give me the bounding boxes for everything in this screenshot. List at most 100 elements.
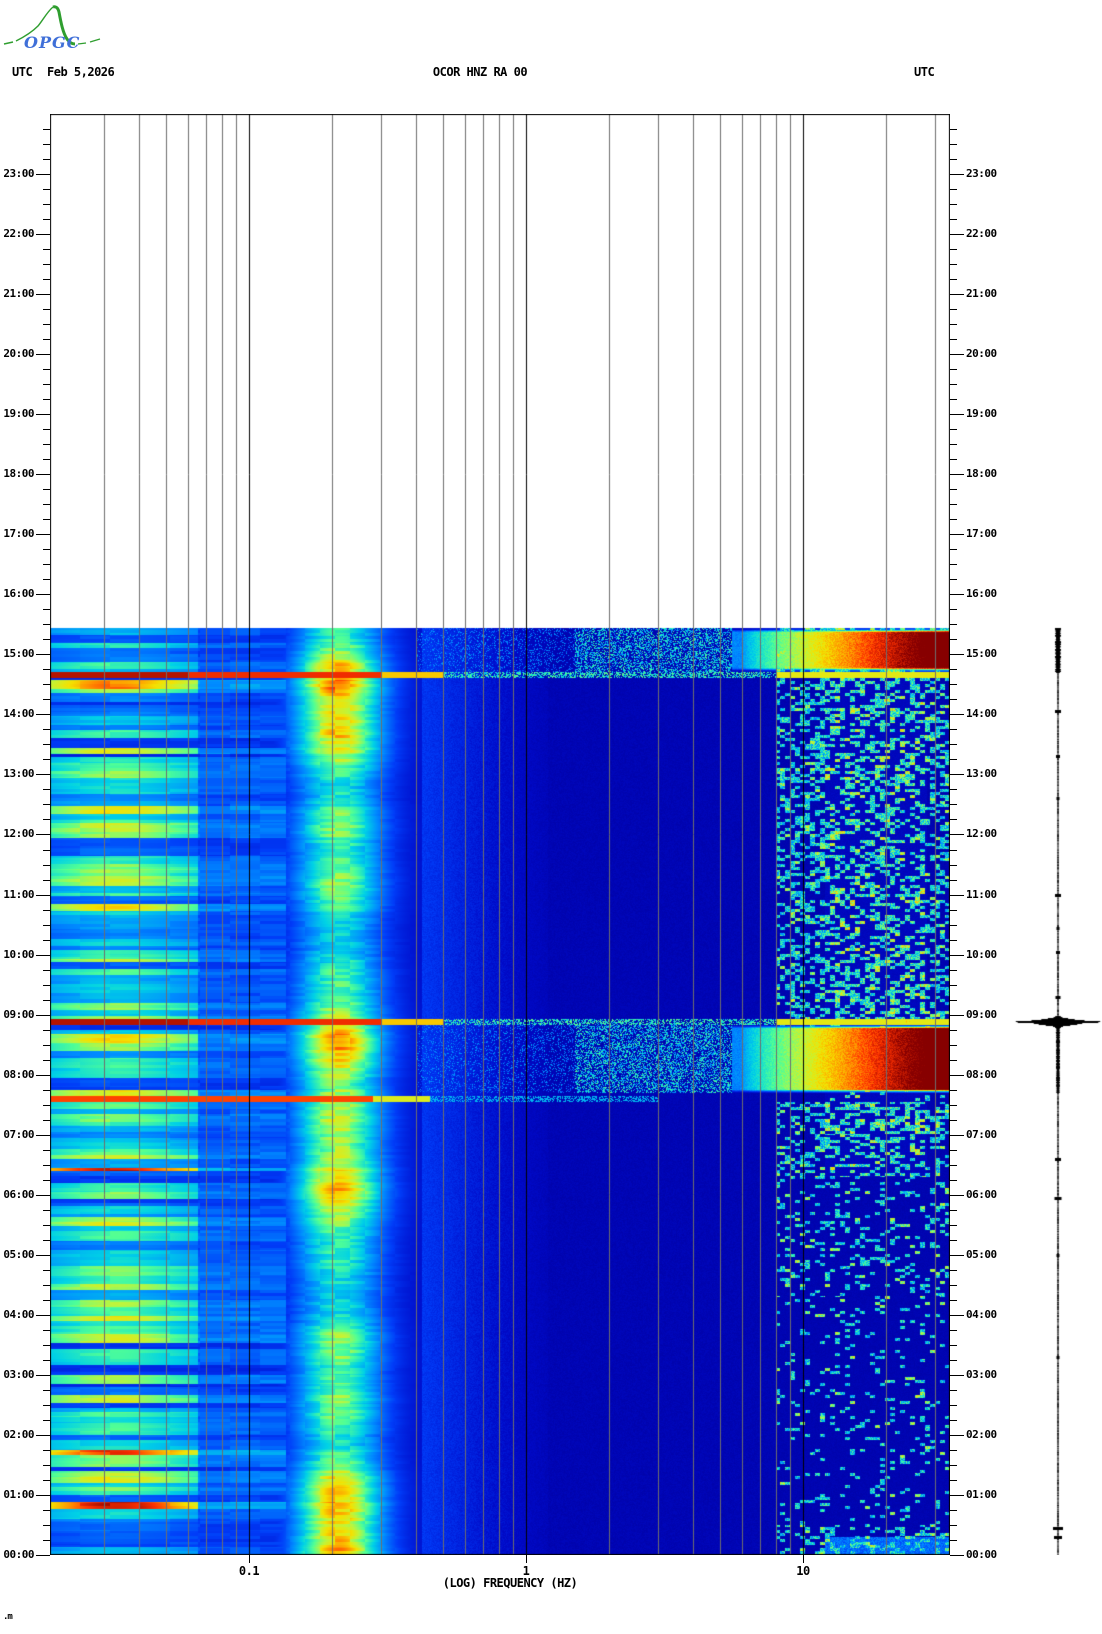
axis-tick [36, 174, 50, 175]
time-label-right: 16:00 [966, 587, 997, 600]
axis-tick [43, 549, 50, 550]
axis-tick [43, 1120, 50, 1121]
axis-tick [43, 1105, 50, 1106]
axis-tick [950, 669, 957, 670]
time-label-right: 19:00 [966, 407, 997, 420]
axis-tick [43, 1180, 50, 1181]
time-label-left: 07:00 [3, 1128, 34, 1141]
axis-tick [950, 1090, 957, 1091]
axis-tick [43, 940, 50, 941]
axis-tick [43, 429, 50, 430]
time-label-left: 17:00 [3, 527, 34, 540]
axis-tick [43, 1390, 50, 1391]
axis-tick [950, 1180, 957, 1181]
axis-tick [43, 1165, 50, 1166]
axis-tick [950, 744, 957, 745]
axis-tick [36, 654, 50, 655]
axis-tick [43, 399, 50, 400]
time-label-right: 08:00 [966, 1068, 997, 1081]
axis-tick [950, 534, 964, 535]
time-label-right: 01:00 [966, 1488, 997, 1501]
freq-tick-label: 1 [522, 1564, 530, 1578]
axis-tick [950, 1255, 964, 1256]
axis-tick [950, 865, 957, 866]
time-label-right: 10:00 [966, 948, 997, 961]
axis-tick [43, 1270, 50, 1271]
axis-tick [950, 549, 957, 550]
time-label-left: 00:00 [3, 1548, 34, 1561]
time-label-left: 19:00 [3, 407, 34, 420]
axis-tick [950, 714, 964, 715]
axis-tick [43, 219, 50, 220]
axis-tick [950, 384, 957, 385]
axis-tick [950, 699, 957, 700]
axis-tick [950, 1510, 957, 1511]
axis-tick [43, 249, 50, 250]
time-label-right: 07:00 [966, 1128, 997, 1141]
axis-tick [43, 925, 50, 926]
axis-tick [36, 1435, 50, 1436]
axis-tick [43, 609, 50, 610]
axis-tick [950, 804, 957, 805]
axis-tick [43, 684, 50, 685]
axis-tick [43, 910, 50, 911]
axis-tick [43, 459, 50, 460]
axis-tick [950, 1405, 957, 1406]
axis-tick [36, 955, 50, 956]
time-label-right: 17:00 [966, 527, 997, 540]
axis-tick [803, 1555, 804, 1563]
axis-tick [950, 654, 964, 655]
axis-tick [43, 339, 50, 340]
axis-tick [43, 970, 50, 971]
axis-tick [950, 834, 964, 835]
time-label-left: 11:00 [3, 888, 34, 901]
axis-tick [43, 669, 50, 670]
time-label-right: 20:00 [966, 347, 997, 360]
axis-tick [950, 159, 957, 160]
axis-tick [43, 804, 50, 805]
axis-tick [43, 564, 50, 565]
axis-tick [43, 1405, 50, 1406]
axis-tick [43, 639, 50, 640]
axis-tick [43, 1420, 50, 1421]
axis-tick [43, 789, 50, 790]
time-label-left: 06:00 [3, 1188, 34, 1201]
axis-tick [43, 1060, 50, 1061]
axis-tick [43, 1480, 50, 1481]
time-label-right: 22:00 [966, 227, 997, 240]
time-label-left: 16:00 [3, 587, 34, 600]
time-label-right: 12:00 [966, 827, 997, 840]
axis-tick [43, 444, 50, 445]
axis-tick [950, 594, 964, 595]
axis-tick [950, 339, 957, 340]
axis-tick [950, 519, 957, 520]
axis-tick [43, 850, 50, 851]
axis-tick [249, 1555, 250, 1563]
axis-tick [950, 1525, 957, 1526]
header-timezone-right: UTC [914, 65, 935, 79]
axis-tick [950, 144, 957, 145]
time-label-right: 03:00 [966, 1368, 997, 1381]
axis-tick [43, 369, 50, 370]
time-label-left: 05:00 [3, 1248, 34, 1261]
seismogram-trace-canvas [1008, 114, 1102, 1555]
opgc-logo: OPGC [3, 5, 101, 52]
axis-tick [950, 294, 964, 295]
axis-tick [43, 1330, 50, 1331]
time-label-left: 02:00 [3, 1428, 34, 1441]
axis-tick [950, 1075, 964, 1076]
axis-tick [950, 895, 964, 896]
axis-tick [36, 714, 50, 715]
axis-tick [950, 279, 957, 280]
axis-tick [950, 940, 957, 941]
axis-tick [36, 1195, 50, 1196]
axis-tick [43, 1030, 50, 1031]
axis-tick [43, 699, 50, 700]
axis-tick [43, 729, 50, 730]
axis-tick [43, 309, 50, 310]
axis-tick [950, 1360, 957, 1361]
axis-tick [43, 1525, 50, 1526]
time-label-left: 04:00 [3, 1308, 34, 1321]
axis-tick [950, 759, 957, 760]
